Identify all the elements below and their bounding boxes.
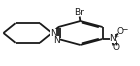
Text: O: O xyxy=(116,27,123,36)
Text: N: N xyxy=(50,29,57,37)
Text: Br: Br xyxy=(74,8,84,17)
Text: N: N xyxy=(53,36,60,45)
Text: N: N xyxy=(110,34,116,43)
Text: −: − xyxy=(121,25,128,34)
Text: +: + xyxy=(113,34,118,39)
Text: O: O xyxy=(112,43,119,52)
